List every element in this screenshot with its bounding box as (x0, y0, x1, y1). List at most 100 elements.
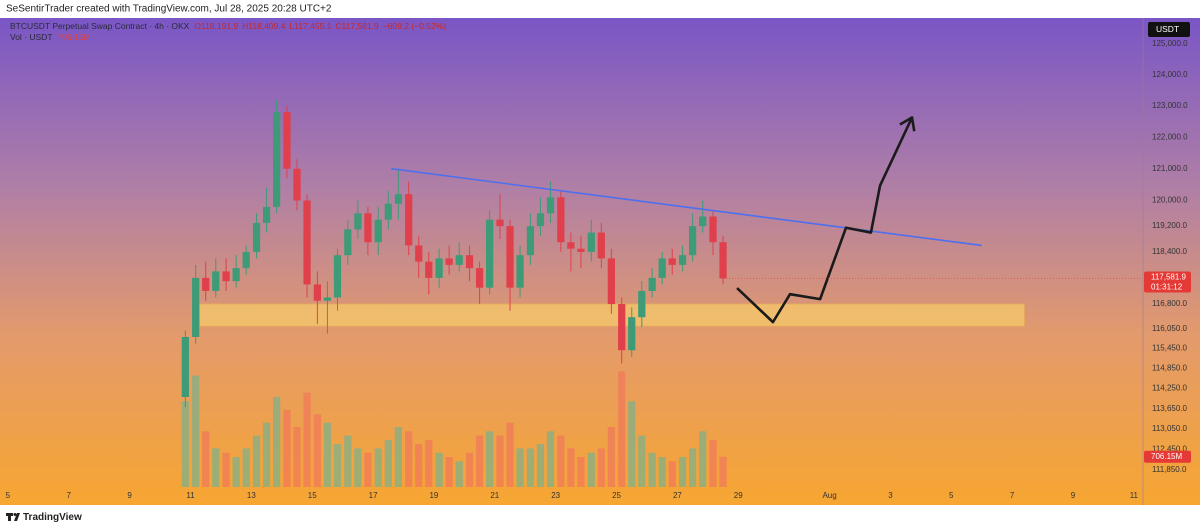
volume-bar (384, 439, 392, 487)
x-tick-label: Aug (822, 491, 836, 500)
candle-body (648, 277, 656, 291)
x-tick-label: 17 (369, 491, 378, 500)
volume-bar (496, 435, 504, 487)
x-tick-label: 11 (186, 491, 195, 500)
volume-bar (293, 427, 301, 487)
credit: SeSentirTrader created with TradingView.… (6, 4, 332, 15)
volume-bar (252, 435, 261, 487)
volume-legend-value: 706.15M (58, 32, 91, 42)
volume-bar (394, 427, 402, 487)
y-tick-label: 111,850.0 (1152, 465, 1187, 474)
candle-body (658, 258, 666, 278)
volume-bar (486, 431, 494, 487)
y-tick-label: 113,050.0 (1152, 424, 1188, 433)
x-tick-label: 27 (673, 491, 682, 500)
x-tick-label: 9 (127, 491, 132, 500)
volume-bar (567, 448, 575, 487)
candle-body (607, 258, 615, 305)
currency: USDT (1156, 24, 1179, 34)
x-tick-label: 19 (429, 491, 438, 500)
y-tick-label: 119,200.0 (1152, 221, 1188, 230)
candle-body (313, 284, 322, 301)
last-price-label: 117,581.9 (1151, 273, 1187, 282)
candle-body (516, 255, 524, 288)
volume-bar (638, 435, 646, 487)
candle-body (425, 261, 433, 278)
volume-bar (303, 392, 311, 487)
x-tick-label: 7 (1010, 491, 1015, 500)
volume-bar (465, 452, 474, 487)
y-tick-label: 125,000.0 (1152, 39, 1188, 48)
volume-bar (374, 448, 382, 487)
volume-bar (678, 457, 687, 487)
countdown-label: 01:31:12 (1151, 283, 1183, 292)
ohlc-change: −609.2 (−0.52%) (383, 21, 446, 31)
volume-bar (415, 444, 423, 487)
candle-body (709, 216, 717, 243)
volume-bar (212, 448, 220, 487)
last-volume-tag (1144, 450, 1191, 463)
candle-body (232, 268, 240, 282)
x-tick-label: 21 (490, 491, 499, 500)
last-volume-label: 706.15M (1151, 452, 1182, 461)
candle-body (475, 268, 484, 288)
x-tick-label: 13 (247, 491, 256, 500)
candle-body (496, 219, 504, 227)
y-tick-label: 121,000.0 (1152, 164, 1188, 173)
candle-body (567, 242, 575, 249)
candle-body (344, 229, 352, 256)
y-tick-label: 114,850.0 (1152, 364, 1188, 373)
candle-body (506, 226, 514, 288)
volume-bar (435, 452, 443, 487)
candle-body (455, 255, 463, 265)
volume-bar (475, 435, 484, 487)
candle-body (272, 112, 281, 207)
volume-bar (242, 448, 250, 487)
volume-bar (597, 448, 605, 487)
last-price-tag (1144, 271, 1191, 293)
footer-bar (0, 505, 1200, 529)
candle-body (618, 304, 626, 351)
candle-body (242, 251, 250, 269)
candle-body (445, 258, 453, 265)
candle-body (546, 197, 555, 214)
chart-background (0, 18, 1200, 505)
volume-bar (455, 461, 463, 487)
ohlc-close: C117,581.9 (335, 21, 379, 31)
volume-bar (344, 435, 352, 487)
candle-body (293, 168, 301, 201)
x-tick-label: 7 (67, 491, 72, 500)
candle-body (465, 255, 474, 269)
volume-bar (354, 448, 362, 487)
volume-bar (364, 452, 372, 487)
candle-body (415, 245, 423, 262)
x-tick-label: 9 (1071, 491, 1076, 500)
y-tick-label: 120,000.0 (1152, 196, 1188, 205)
candle-body (587, 232, 595, 252)
candle-body (181, 336, 189, 397)
symbol-title: BTCUSDT Perpetual Swap Contract · 4h · O… (10, 21, 190, 31)
candle-body (333, 255, 342, 298)
volume-bar (577, 457, 585, 487)
volume-bar (536, 444, 545, 487)
volume-legend: Vol · USDT 706.15M (10, 32, 91, 42)
ohlc-high: H118,409.4 (242, 21, 286, 31)
candle-body (262, 206, 271, 223)
volume-bar (719, 456, 727, 487)
volume-bar (222, 452, 230, 487)
candle-body (252, 222, 261, 252)
y-tick-label: 116,050.0 (1152, 324, 1188, 333)
brand: TradingView (23, 512, 82, 523)
candle-body (557, 197, 565, 243)
brand-logo (6, 513, 20, 521)
volume-bar (699, 431, 707, 487)
volume-bar (232, 457, 240, 487)
candle-body (202, 277, 210, 291)
x-tick-label: 29 (734, 491, 743, 500)
ohlc-open: O118,191.9 (194, 21, 238, 31)
candle-body (678, 255, 687, 265)
x-tick-label: 15 (308, 491, 317, 500)
volume-bar (688, 448, 697, 487)
